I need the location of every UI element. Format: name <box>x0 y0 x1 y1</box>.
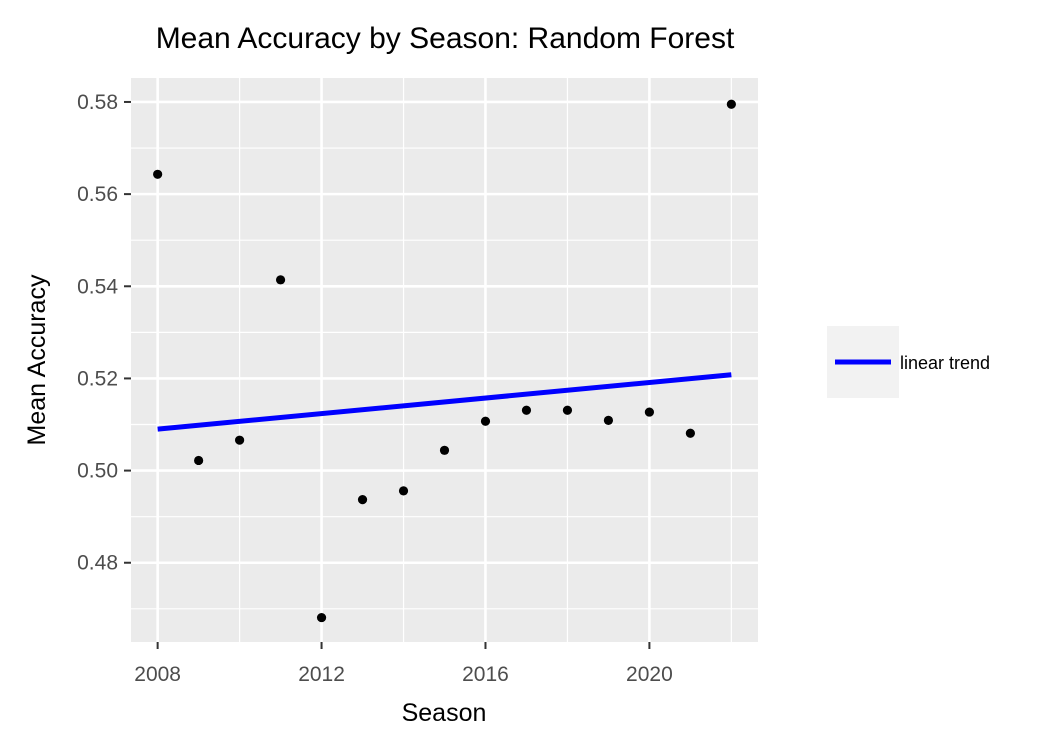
data-point <box>726 99 736 109</box>
data-point <box>316 612 327 623</box>
data-point <box>194 455 204 466</box>
legend: linear trend <box>827 326 990 398</box>
plot-panel <box>131 78 758 642</box>
data-point <box>398 486 409 496</box>
trend-layer <box>157 372 732 432</box>
x-tick-label: 2012 <box>298 663 345 686</box>
data-point <box>480 416 491 426</box>
x-tick-label: 2008 <box>134 663 181 686</box>
grid-minor <box>131 78 758 642</box>
data-point <box>644 407 655 417</box>
y-tick-label: 0.56 <box>77 183 118 206</box>
x-axis-ticks: 2008 2012 2016 2020 <box>134 642 673 686</box>
data-point <box>275 275 286 285</box>
chart-title: Mean Accuracy by Season: Random Forest <box>156 22 735 55</box>
data-point <box>357 495 368 505</box>
data-point <box>153 169 163 179</box>
points-layer <box>153 99 736 623</box>
y-axis-title: Mean Accuracy <box>23 274 51 445</box>
x-tick-label: 2016 <box>462 663 509 686</box>
x-tick-label: 2020 <box>626 663 673 686</box>
y-tick-label: 0.58 <box>77 91 118 114</box>
x-axis-title: Season <box>402 699 487 727</box>
legend-label-linear-trend: linear trend <box>900 353 990 373</box>
data-point <box>234 435 245 445</box>
y-tick-label: 0.52 <box>77 367 118 390</box>
data-point <box>685 428 695 438</box>
data-point <box>562 405 573 415</box>
y-tick-label: 0.54 <box>77 275 118 298</box>
y-tick-label: 0.48 <box>77 552 118 575</box>
data-point <box>521 405 532 415</box>
data-point <box>603 415 614 425</box>
y-axis-ticks: 0.48 0.50 0.52 0.54 0.56 0.58 <box>77 91 131 575</box>
data-point <box>439 445 450 455</box>
trend-line <box>157 372 732 432</box>
y-tick-label: 0.50 <box>77 460 118 483</box>
